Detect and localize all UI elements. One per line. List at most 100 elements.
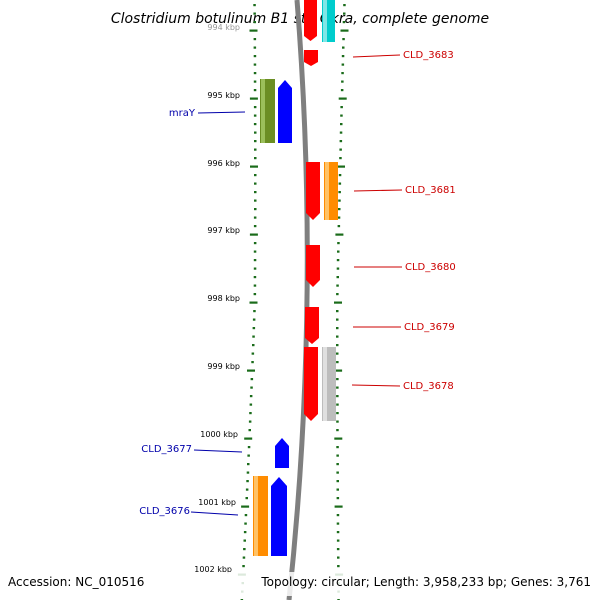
- minor-tick-right: [336, 361, 339, 364]
- gene-red-top[interactable]: [304, 0, 317, 41]
- minor-tick-left: [249, 395, 253, 398]
- gene-label-cld3681[interactable]: CLD_3681: [405, 185, 456, 196]
- minor-tick-right: [337, 250, 340, 253]
- minor-tick-right: [338, 208, 341, 211]
- minor-tick-right: [336, 276, 339, 279]
- gene-olive-highlight: [261, 79, 265, 143]
- tick-label-1000: 1000 kbp: [200, 430, 238, 439]
- footer-accession: Accession: NC_010516: [8, 575, 144, 589]
- minor-tick-left: [254, 199, 257, 202]
- gene-label-mraY[interactable]: mraY: [169, 108, 196, 119]
- minor-tick-left: [252, 327, 256, 330]
- tick-label-1002: 1002 kbp: [194, 565, 232, 574]
- gene-cld3676[interactable]: [271, 477, 287, 556]
- minor-tick-left: [253, 80, 257, 83]
- minor-tick-right: [337, 242, 340, 245]
- minor-tick-left: [244, 514, 248, 517]
- minor-tick-left: [253, 310, 256, 313]
- minor-tick-right: [336, 429, 339, 432]
- minor-tick-left: [253, 123, 257, 126]
- gene-cld3681[interactable]: [306, 162, 320, 220]
- minor-tick-right: [336, 548, 340, 551]
- minor-tick-right: [336, 420, 339, 423]
- minor-tick-right: [339, 140, 343, 143]
- minor-tick-right: [336, 446, 339, 449]
- gene-orange-3676-highlight: [254, 476, 258, 556]
- gene-gray-highlight: [323, 347, 327, 421]
- minor-tick-left: [254, 191, 257, 194]
- minor-tick-left: [253, 21, 256, 24]
- major-tick-left: [249, 301, 258, 304]
- minor-tick-right: [338, 199, 341, 202]
- minor-tick-left: [253, 267, 257, 270]
- major-tick-left: [250, 165, 258, 168]
- gene-cld3680[interactable]: [306, 245, 320, 287]
- minor-tick-left: [249, 403, 253, 406]
- gene-labels: CLD_3683 mraY CLD_3681 CLD_3680 CLD_3679…: [139, 50, 455, 517]
- gene-cld3683[interactable]: [304, 50, 318, 66]
- minor-tick-right: [336, 531, 340, 534]
- gene-label-cld3680[interactable]: CLD_3680: [405, 262, 456, 273]
- minor-tick-right: [340, 114, 343, 117]
- minor-tick-left: [254, 148, 257, 151]
- gene-label-cld3676[interactable]: CLD_3676: [139, 506, 190, 517]
- major-tick-right: [340, 29, 349, 32]
- gene-cld3679[interactable]: [305, 307, 319, 344]
- minor-tick-right: [336, 378, 339, 381]
- minor-tick-right: [336, 488, 339, 491]
- minor-tick-left: [254, 140, 257, 143]
- minor-tick-right: [340, 89, 344, 92]
- footer-backdrop: [0, 572, 600, 596]
- gene-label-cld3678[interactable]: CLD_3678: [403, 381, 454, 392]
- minor-tick-right: [336, 327, 339, 330]
- gene-cld3678[interactable]: [304, 347, 318, 421]
- minor-tick-right: [342, 21, 346, 24]
- minor-tick-right: [337, 556, 340, 559]
- gene-cld3677[interactable]: [275, 438, 289, 468]
- minor-tick-right: [338, 174, 342, 177]
- minor-tick-left: [253, 284, 257, 287]
- gene-label-cld3677[interactable]: CLD_3677: [141, 444, 192, 455]
- minor-tick-right: [336, 522, 340, 525]
- major-tick-right: [335, 233, 344, 236]
- leader-cld3681: [353, 189, 403, 192]
- major-tick-right: [334, 369, 343, 372]
- minor-tick-left: [243, 539, 246, 542]
- minor-tick-left: [247, 463, 250, 466]
- minor-tick-right: [336, 335, 339, 338]
- major-tick-left: [244, 437, 253, 440]
- tick-label-998: 998 kbp: [207, 294, 240, 303]
- minor-tick-right: [336, 395, 339, 398]
- minor-tick-right: [336, 284, 339, 287]
- minor-tick-right: [336, 352, 339, 355]
- minor-tick-left: [243, 531, 247, 534]
- minor-tick-left: [253, 12, 256, 15]
- major-tick-left: [247, 369, 255, 372]
- minor-tick-right: [336, 403, 339, 406]
- minor-tick-right: [336, 386, 339, 389]
- minor-tick-left: [253, 4, 256, 7]
- minor-tick-right: [342, 46, 345, 49]
- minor-tick-left: [252, 344, 255, 347]
- minor-tick-left: [247, 454, 250, 457]
- minor-tick-left: [253, 106, 257, 109]
- footer-summary: Topology: circular; Length: 3,958,233 bp…: [260, 575, 591, 589]
- minor-tick-left: [247, 446, 251, 449]
- minor-tick-right: [336, 318, 339, 321]
- minor-tick-right: [339, 148, 342, 151]
- minor-tick-left: [253, 114, 257, 117]
- minor-tick-left: [254, 131, 257, 134]
- gene-label-cld3679[interactable]: CLD_3679: [404, 322, 455, 333]
- minor-tick-right: [338, 191, 341, 194]
- minor-tick-right: [336, 310, 339, 313]
- minor-tick-right: [337, 225, 341, 228]
- gene-label-cld3683[interactable]: CLD_3683: [403, 50, 454, 61]
- leader-cld3676: [190, 511, 239, 516]
- major-tick-right: [338, 97, 347, 100]
- right-tick-track: [334, 4, 349, 602]
- minor-tick-left: [250, 386, 253, 389]
- gene-mraY[interactable]: [278, 80, 292, 143]
- minor-tick-right: [336, 412, 339, 415]
- minor-tick-right: [339, 157, 342, 160]
